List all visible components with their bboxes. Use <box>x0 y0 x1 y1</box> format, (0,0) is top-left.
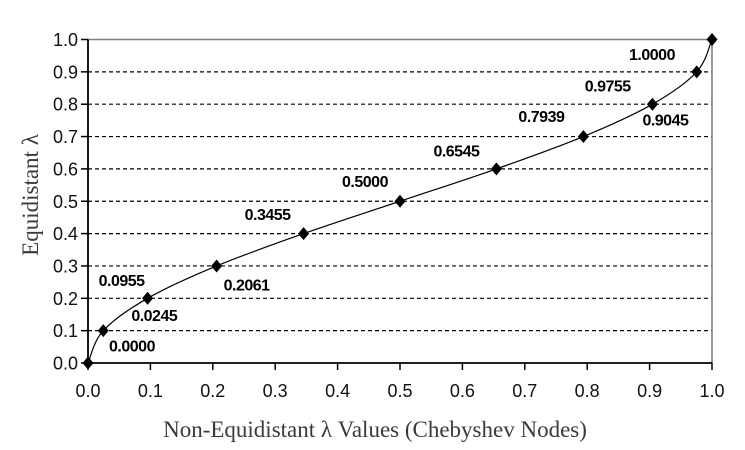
data-point-marker <box>646 97 658 111</box>
data-point-label: 0.3455 <box>245 207 292 224</box>
data-point-label: 0.0955 <box>99 273 146 290</box>
y-tick-label: 0.5 <box>53 192 78 212</box>
data-point-label: 0.7939 <box>518 109 565 126</box>
data-point-label: 0.5000 <box>342 174 389 191</box>
y-tick-label: 0.2 <box>53 289 78 309</box>
data-point-label: 0.0245 <box>131 308 178 325</box>
data-point-marker <box>490 162 502 176</box>
x-tick-label: 0.5 <box>387 381 412 401</box>
y-tick-label: 0.7 <box>53 127 78 147</box>
y-axis-title: Equidistant λ <box>18 133 43 256</box>
x-tick-label: 0.6 <box>450 381 475 401</box>
x-tick-label: 1.0 <box>699 381 724 401</box>
y-tick-label: 0.0 <box>53 354 78 374</box>
y-tick-label: 0.8 <box>53 95 78 115</box>
x-tick-label: 0.8 <box>575 381 600 401</box>
x-tick-label: 0.9 <box>637 381 662 401</box>
data-point-label: 0.2061 <box>224 277 271 294</box>
data-point-marker <box>82 356 94 370</box>
x-tick-label: 0.2 <box>200 381 225 401</box>
y-tick-label: 1.0 <box>53 30 78 50</box>
y-tick-label: 0.9 <box>53 62 78 82</box>
x-tick-label: 0.0 <box>75 381 100 401</box>
data-point-marker <box>691 65 703 79</box>
data-point-marker <box>577 130 589 144</box>
data-point-marker <box>394 194 406 208</box>
x-tick-label: 0.3 <box>263 381 288 401</box>
data-point-marker <box>142 291 154 305</box>
x-tick-label: 0.4 <box>325 381 350 401</box>
data-point-label: 1.0000 <box>629 47 676 64</box>
data-point-label: 0.6545 <box>433 143 480 160</box>
data-point-marker <box>298 227 310 241</box>
data-point-label: 0.9045 <box>642 113 689 130</box>
y-tick-label: 0.3 <box>53 256 78 276</box>
plot-area: 0.0 0.1 0.2 0.3 0.4 0.5 0.6 0.7 0.8 0.9 1.0 0.0 0.1 0… <box>53 30 725 401</box>
y-tick-label: 0.4 <box>53 224 78 244</box>
data-point-marker <box>706 33 718 46</box>
data-point-marker <box>97 324 109 338</box>
x-tick-label: 0.7 <box>512 381 537 401</box>
y-tick-label: 0.1 <box>53 321 78 341</box>
y-tick-label: 0.6 <box>53 159 78 179</box>
data-point-marker <box>211 259 223 273</box>
data-point-label: 0.9755 <box>585 78 632 95</box>
x-tick-label: 0.1 <box>138 381 163 401</box>
data-point-label: 0.0000 <box>109 339 156 356</box>
x-axis-title: Non-Equidistant λ Values (Chebyshev Node… <box>163 417 587 442</box>
